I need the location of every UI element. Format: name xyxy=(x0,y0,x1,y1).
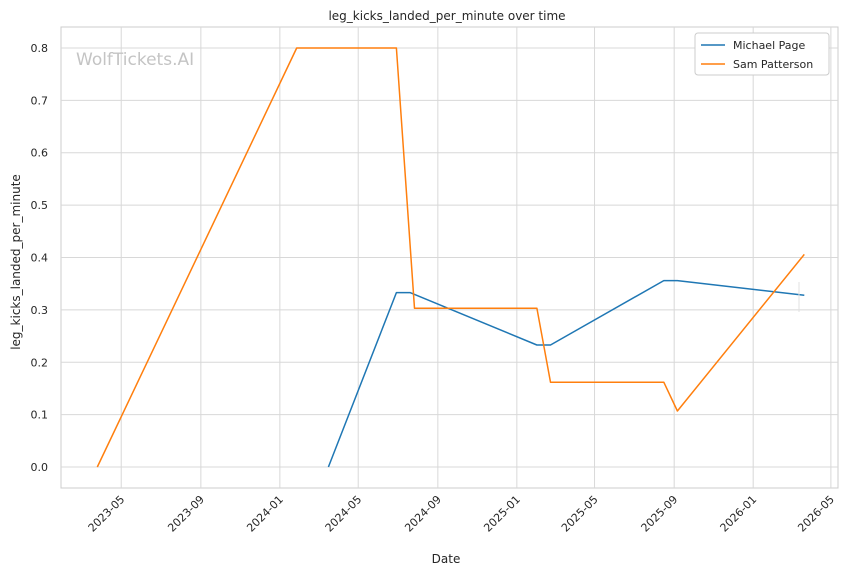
x-tick-label: 2024-01 xyxy=(244,493,286,535)
x-tick-label: 2023-09 xyxy=(165,493,207,535)
x-tick-label: 2026-05 xyxy=(795,493,837,535)
x-axis-label: Date xyxy=(432,552,461,566)
y-tick-label: 0.4 xyxy=(31,252,49,265)
y-tick-label: 0.3 xyxy=(31,304,49,317)
legend: Michael Page Sam Patterson xyxy=(695,33,829,75)
legend-label-michael-page: Michael Page xyxy=(733,39,805,52)
x-tick-label: 2025-05 xyxy=(559,493,601,535)
x-tick-label: 2023-05 xyxy=(86,493,128,535)
y-tick-label: 0.7 xyxy=(31,94,49,107)
y-tick-label: 0.8 xyxy=(31,42,49,55)
x-tick-label: 2025-09 xyxy=(639,493,681,535)
y-tick-label: 0.1 xyxy=(31,409,49,422)
y-tick-label: 0.5 xyxy=(31,199,49,212)
y-axis-label: leg_kicks_landed_per_minute xyxy=(9,174,23,350)
x-tick-label: 2024-09 xyxy=(402,493,444,535)
x-tick-label: 2025-01 xyxy=(481,493,523,535)
x-tick-label: 2026-01 xyxy=(718,493,760,535)
chart-title: leg_kicks_landed_per_minute over time xyxy=(328,9,565,23)
y-tick-label: 0.6 xyxy=(31,147,49,160)
y-tick-label: 0.2 xyxy=(31,356,49,369)
legend-label-sam-patterson: Sam Patterson xyxy=(733,58,813,71)
y-tick-labels: 0.0 0.1 0.2 0.3 0.4 0.5 0.6 0.7 0.8 xyxy=(31,42,49,474)
watermark: WolfTickets.AI xyxy=(76,50,194,70)
x-tick-label: 2024-05 xyxy=(323,493,365,535)
x-tick-labels: 2023-05 2023-09 2024-01 2024-05 2024-09 2025-… xyxy=(86,493,837,535)
y-tick-label: 0.0 xyxy=(31,461,49,474)
